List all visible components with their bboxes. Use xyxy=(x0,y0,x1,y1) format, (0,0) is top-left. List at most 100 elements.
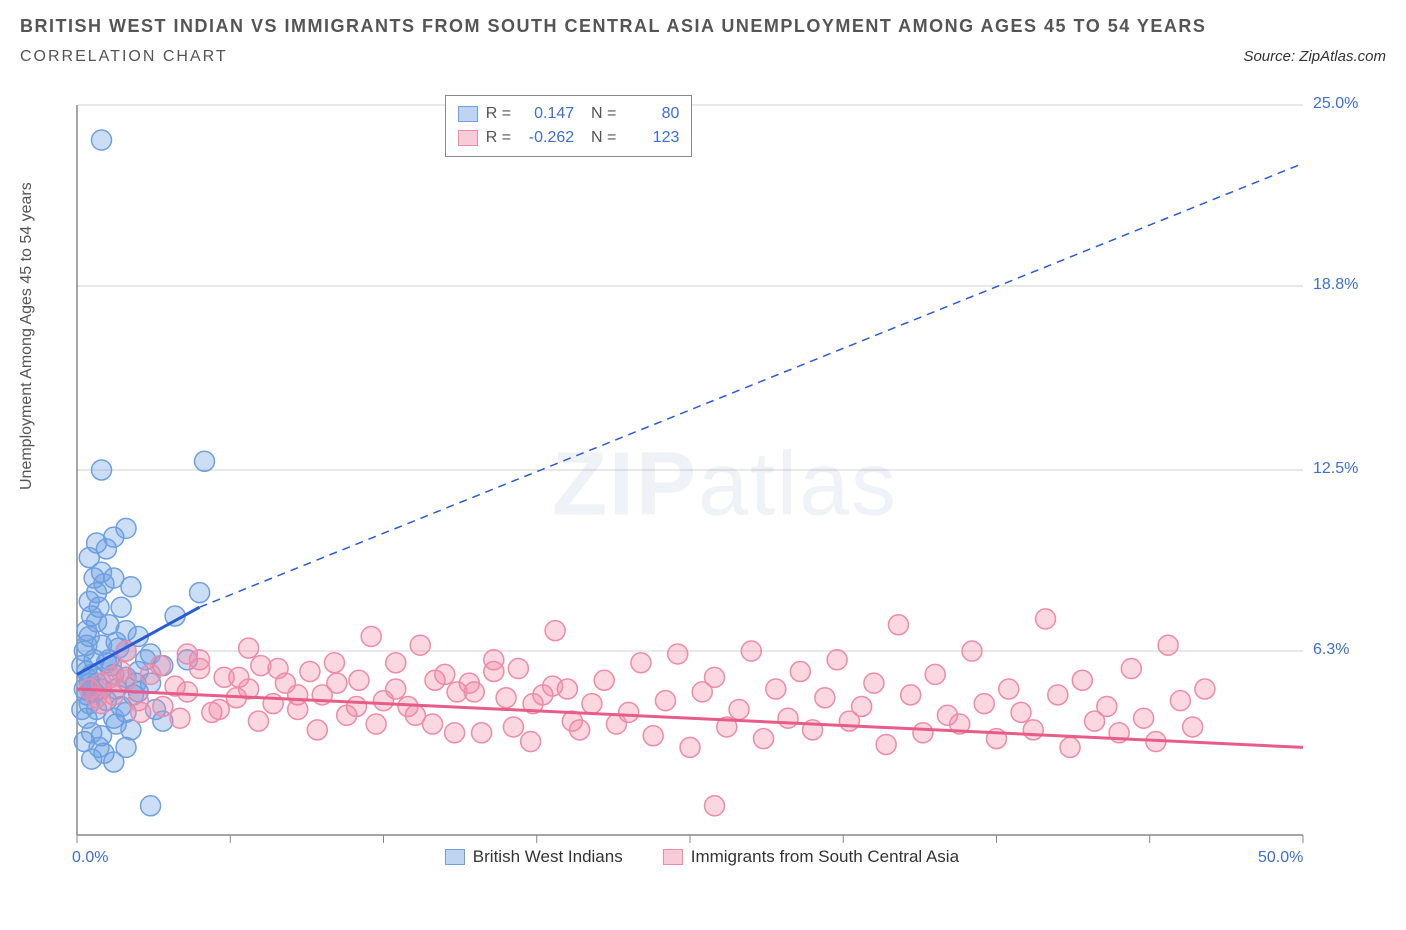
legend: British West Indians Immigrants from Sout… xyxy=(445,847,959,867)
legend-swatch xyxy=(663,849,683,865)
data-point xyxy=(141,796,161,816)
stat-n-value: 123 xyxy=(624,126,679,150)
data-point xyxy=(116,518,136,538)
data-point xyxy=(89,597,109,617)
data-point xyxy=(1011,702,1031,722)
legend-label: Immigrants from South Central Asia xyxy=(691,847,959,867)
data-point xyxy=(925,664,945,684)
data-point xyxy=(195,451,215,471)
data-point xyxy=(1195,679,1215,699)
data-point xyxy=(190,583,210,603)
data-point xyxy=(1183,717,1203,737)
stats-box: R = 0.147 N = 80R = -0.262 N = 123 xyxy=(445,95,693,157)
data-point xyxy=(582,694,602,714)
stats-row: R =-0.262 N =123 xyxy=(458,126,680,150)
legend-swatch xyxy=(458,106,478,122)
data-point xyxy=(496,688,516,708)
stat-r-value: 0.147 xyxy=(519,102,574,126)
stat-n-label: N = xyxy=(582,102,616,126)
stat-r-label: R = xyxy=(486,126,511,150)
data-point xyxy=(741,641,761,661)
source-attribution: Source: ZipAtlas.com xyxy=(1243,48,1386,65)
stat-r-value: -0.262 xyxy=(519,126,574,150)
data-point xyxy=(1048,685,1068,705)
data-point xyxy=(386,679,406,699)
data-point xyxy=(705,796,725,816)
data-point xyxy=(101,667,121,687)
data-point xyxy=(503,717,523,737)
data-point xyxy=(1072,670,1092,690)
data-point xyxy=(410,635,430,655)
data-point xyxy=(177,682,197,702)
data-point xyxy=(268,659,288,679)
data-point xyxy=(131,702,151,722)
legend-item: Immigrants from South Central Asia xyxy=(663,847,959,867)
data-point xyxy=(94,574,114,594)
data-point xyxy=(852,697,872,717)
data-point xyxy=(901,685,921,705)
legend-item: British West Indians xyxy=(445,847,623,867)
data-point xyxy=(300,661,320,681)
data-point xyxy=(508,659,528,679)
data-point xyxy=(1134,708,1154,728)
data-point xyxy=(999,679,1019,699)
stats-row: R = 0.147 N = 80 xyxy=(458,102,680,126)
data-point xyxy=(1060,737,1080,757)
data-point xyxy=(766,679,786,699)
data-point xyxy=(366,714,386,734)
data-point xyxy=(778,708,798,728)
y-axis-label: Unemployment Among Ages 45 to 54 years xyxy=(18,182,36,490)
data-point xyxy=(92,130,112,150)
data-point xyxy=(754,729,774,749)
data-point xyxy=(913,723,933,743)
data-point xyxy=(82,749,102,769)
data-point xyxy=(248,711,268,731)
data-point xyxy=(425,670,445,690)
scatter-plot xyxy=(65,95,1385,875)
x-tick-label: 50.0% xyxy=(1258,849,1303,867)
data-point xyxy=(543,676,563,696)
data-point xyxy=(729,699,749,719)
data-point xyxy=(106,714,126,734)
data-point xyxy=(361,626,381,646)
data-point xyxy=(324,653,344,673)
stat-n-value: 80 xyxy=(624,102,679,126)
data-point xyxy=(327,673,347,693)
data-point xyxy=(1158,635,1178,655)
data-point xyxy=(92,460,112,480)
data-point xyxy=(864,673,884,693)
data-point xyxy=(815,688,835,708)
data-point xyxy=(888,615,908,635)
legend-swatch xyxy=(458,130,478,146)
data-point xyxy=(349,670,369,690)
data-point xyxy=(288,685,308,705)
data-point xyxy=(974,694,994,714)
data-point xyxy=(545,621,565,641)
plot-container: ZIPatlas xyxy=(65,95,1385,875)
chart-subtitle: CORRELATION CHART xyxy=(20,48,1386,66)
data-point xyxy=(962,641,982,661)
y-tick-label: 12.5% xyxy=(1313,460,1358,478)
data-point xyxy=(484,661,504,681)
data-point xyxy=(1121,659,1141,679)
data-point xyxy=(643,726,663,746)
data-point xyxy=(655,691,675,711)
data-point xyxy=(464,682,484,702)
data-point xyxy=(705,667,725,687)
data-point xyxy=(87,533,107,553)
data-point xyxy=(668,644,688,664)
legend-swatch xyxy=(445,849,465,865)
data-point xyxy=(405,705,425,725)
data-point xyxy=(1170,691,1190,711)
data-point xyxy=(1023,720,1043,740)
legend-label: British West Indians xyxy=(473,847,623,867)
data-point xyxy=(170,708,190,728)
data-point xyxy=(827,650,847,670)
stat-r-label: R = xyxy=(486,102,511,126)
data-point xyxy=(150,656,170,676)
chart-title: BRITISH WEST INDIAN VS IMMIGRANTS FROM S… xyxy=(20,12,1386,40)
data-point xyxy=(1036,609,1056,629)
data-point xyxy=(116,737,136,757)
y-tick-label: 18.8% xyxy=(1313,276,1358,294)
regression-line-a-dashed xyxy=(200,163,1303,607)
